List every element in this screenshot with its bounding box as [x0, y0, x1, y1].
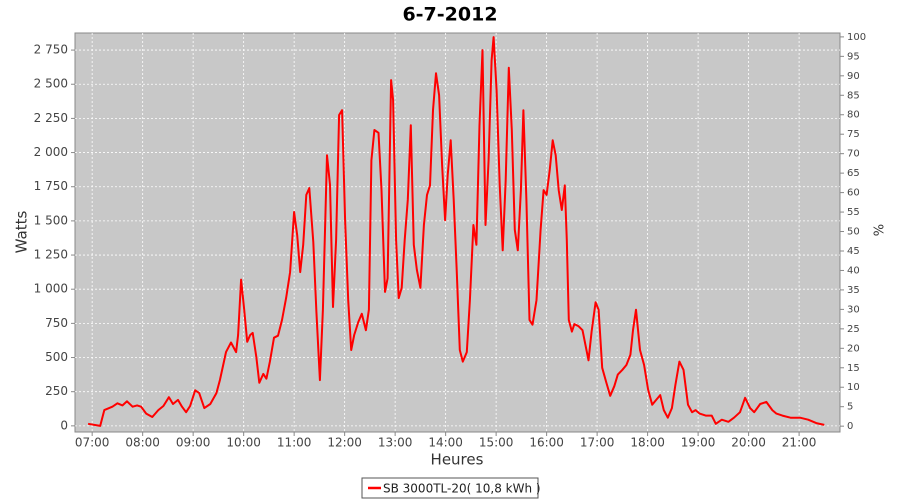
y-axis-label: Watts	[13, 211, 31, 254]
chart-title: 6-7-2012	[402, 4, 497, 26]
y-tick-label: 1 500	[34, 213, 68, 227]
x-tick-label: 16:00	[529, 436, 564, 450]
y2-tick-label: 75	[847, 129, 860, 140]
x-tick-label: 21:00	[782, 436, 817, 450]
y2-tick-label: 65	[847, 168, 860, 179]
x-tick-label: 12:00	[327, 436, 362, 450]
x-tick-label: 14:00	[428, 436, 463, 450]
y2-tick-label: 40	[847, 265, 860, 276]
y-tick-label: 2 250	[34, 111, 68, 125]
y2-axis-label: %	[873, 224, 888, 236]
y2-tick-label: 20	[847, 343, 860, 354]
legend	[361, 477, 539, 499]
y-tick-label: 1 750	[34, 179, 68, 193]
y-tick-label: 2 500	[34, 77, 68, 91]
y2-tick-label: 45	[847, 246, 860, 257]
y2-tick-label: 85	[847, 90, 860, 101]
y2-tick-label: 0	[847, 421, 853, 432]
y-tick-label: 750	[45, 316, 68, 330]
y2-tick-label: 50	[847, 227, 860, 238]
y2-tick-label: 90	[847, 71, 860, 82]
x-axis-label: Heures	[431, 451, 484, 469]
y2-tick-label: 35	[847, 285, 860, 296]
x-tick-label: 18:00	[630, 436, 665, 450]
y-tick-label: 250	[45, 384, 68, 398]
y2-tick-label: 30	[847, 304, 860, 315]
y-tick-label: 1 250	[34, 248, 68, 262]
y-tick-label: 2 000	[34, 145, 68, 159]
y2-tick-label: 80	[847, 110, 860, 121]
legend-label: SB 3000TL-20( 10,8 kWh )	[383, 482, 541, 496]
y2-tick-label: 100	[847, 32, 866, 43]
x-tick-label: 10:00	[226, 436, 261, 450]
x-tick-label: 19:00	[681, 436, 716, 450]
y-tick-label: 1 000	[34, 282, 68, 296]
series-line	[87, 36, 825, 427]
y2-tick-label: 55	[847, 207, 860, 218]
y2-tick-label: 15	[847, 363, 860, 374]
x-tick-label: 09:00	[176, 436, 211, 450]
x-tick-label: 11:00	[277, 436, 312, 450]
y-tick-label: 0	[60, 418, 68, 432]
y2-tick-label: 5	[847, 402, 853, 413]
y2-tick-label: 60	[847, 188, 860, 199]
plot-area	[74, 32, 841, 433]
x-tick-label: 15:00	[479, 436, 514, 450]
x-tick-label: 17:00	[580, 436, 615, 450]
y2-tick-label: 95	[847, 51, 860, 62]
y-tick-label: 2 750	[34, 43, 68, 57]
y2-tick-label: 10	[847, 382, 860, 393]
x-tick-label: 13:00	[378, 436, 413, 450]
x-tick-label: 07:00	[75, 436, 110, 450]
x-tick-label: 08:00	[125, 436, 160, 450]
y2-tick-label: 70	[847, 149, 860, 160]
y-tick-label: 500	[45, 350, 68, 364]
y2-tick-label: 25	[847, 324, 860, 335]
x-tick-label: 20:00	[731, 436, 766, 450]
